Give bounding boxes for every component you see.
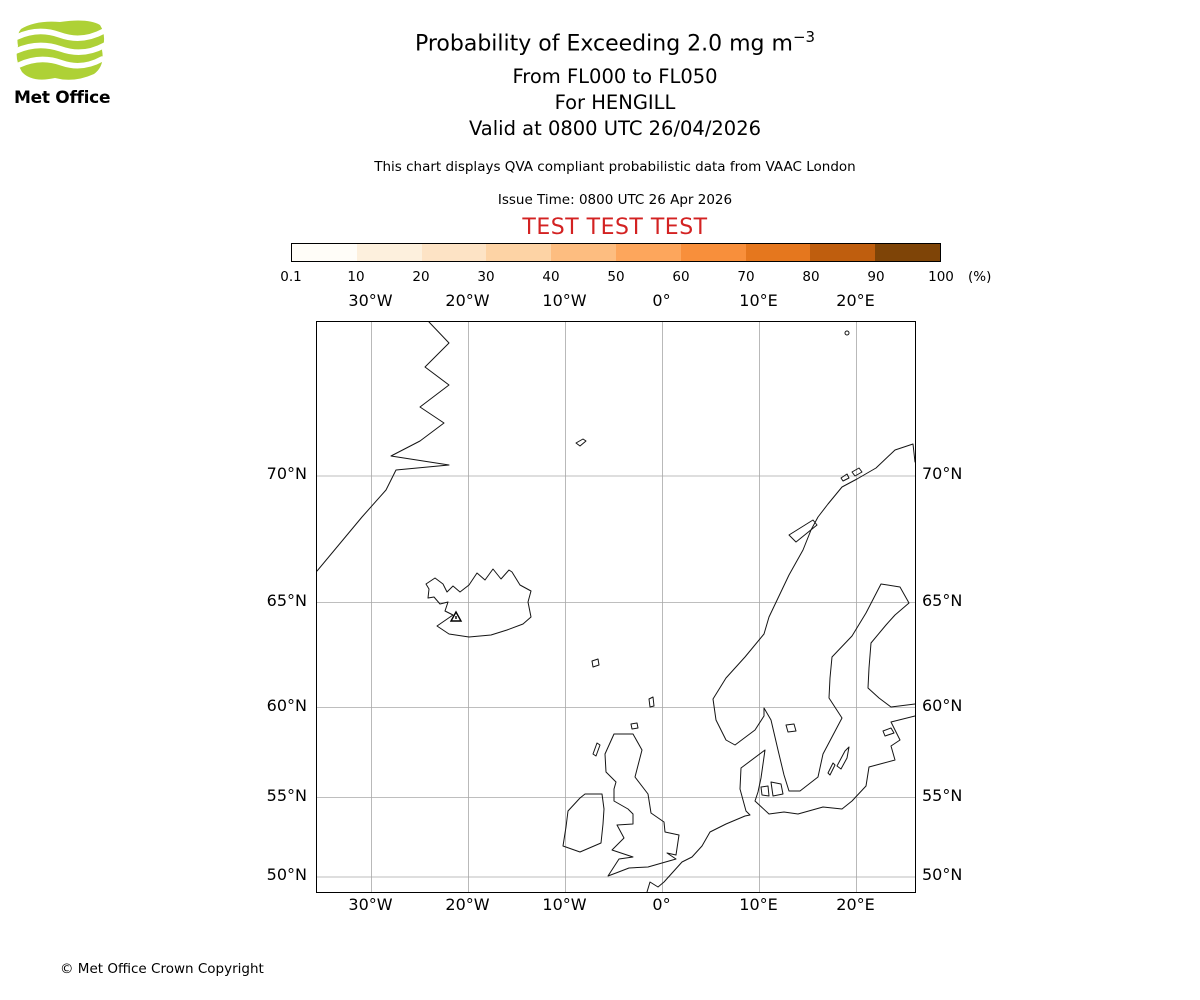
coastline-kvaloya — [840, 473, 850, 482]
lat-label-right: 65°N — [922, 590, 963, 610]
lon-label-top: 10°W — [542, 291, 587, 310]
colorbar-segment — [615, 244, 681, 261]
subtitle-volcano: For HENGILL — [554, 91, 676, 114]
coastline-scandinavia — [712, 443, 916, 792]
colorbar-tick-label: 70 — [737, 269, 755, 285]
coastlines — [316, 321, 916, 893]
lat-label-right: 50°N — [922, 865, 963, 884]
coastline-hebrides — [592, 742, 601, 757]
lat-label-right: 55°N — [922, 785, 963, 805]
colorbar-tick-label: 50 — [607, 269, 625, 285]
lon-label-top: 10°E — [739, 291, 778, 310]
colorbar-ticks: 0.1 10 20 30 40 50 60 70 80 90 100 — [280, 269, 954, 287]
coastline-senja — [851, 467, 863, 477]
colorbar-segment — [292, 244, 357, 261]
coastline-saaremaa — [882, 727, 895, 737]
colorbar-tick-label: 40 — [542, 269, 560, 285]
colorbar-tick-label: 100 — [928, 269, 954, 285]
coastline-shetland — [648, 696, 655, 708]
lat-label-left: 70°N — [266, 464, 307, 483]
colorbar — [291, 243, 941, 262]
colorbar-tick-label: 90 — [867, 269, 885, 285]
colorbar-segment — [356, 244, 422, 261]
colorbar-segment — [810, 244, 876, 261]
lon-label-bottom: 10°W — [542, 895, 587, 914]
lat-label-left: 50°N — [266, 865, 307, 884]
lon-label-bottom: 10°E — [739, 895, 778, 914]
colorbar-tick-label: 20 — [412, 269, 430, 285]
lat-label-left: 60°N — [266, 695, 307, 715]
qva-description: This chart displays QVA compliant probab… — [374, 159, 856, 175]
coastline-iceland — [425, 568, 532, 638]
page-title: Probability of Exceeding 2.0 mg m−3 — [30, 28, 1200, 56]
lon-label-bottom: 30°W — [348, 895, 393, 914]
map-frame — [316, 321, 916, 893]
lon-label-bottom: 20°E — [836, 895, 875, 914]
colorbar-unit-label: (%) — [968, 269, 992, 285]
coastline-zealand — [770, 781, 784, 797]
colorbar-tick-label: 0.1 — [280, 269, 302, 285]
page-title-superscript: −3 — [792, 28, 815, 46]
copyright-notice: © Met Office Crown Copyright — [60, 961, 264, 977]
lon-label-top: 30°W — [348, 291, 393, 310]
lon-label-bottom: 20°W — [445, 895, 490, 914]
met-office-logo-icon — [13, 20, 108, 80]
test-banner: TEST TEST TEST — [522, 215, 708, 240]
subtitle-valid-time: Valid at 0800 UTC 26/04/2026 — [468, 117, 762, 140]
lat-label-right: 70°N — [922, 464, 963, 483]
colorbar-tick-label: 80 — [802, 269, 820, 285]
subtitle-flight-levels: From FL000 to FL050 — [512, 65, 718, 88]
colorbar-segment — [745, 244, 811, 261]
colorbar-tick-label: 10 — [347, 269, 365, 285]
grid-lines — [317, 322, 915, 892]
colorbar-segment — [551, 244, 616, 261]
colorbar-segment — [486, 244, 552, 261]
lat-label-right: 60°N — [922, 695, 963, 715]
lon-label-top: 0° — [652, 291, 671, 310]
coastline-bear-island — [844, 330, 850, 336]
coastline-great-britain — [604, 733, 680, 877]
lat-label-left: 55°N — [266, 785, 307, 805]
map-canvas — [316, 321, 916, 893]
met-office-logo: Met Office — [13, 18, 124, 108]
coastline-gotland — [836, 746, 850, 770]
coastline-orkney — [630, 722, 639, 730]
coastline-jan-mayen — [575, 438, 587, 447]
colorbar-segment — [875, 244, 940, 261]
coastline-greenland — [316, 321, 450, 572]
coastline-faroe — [591, 658, 600, 668]
lon-label-top: 20°W — [445, 291, 490, 310]
lat-label-left: 65°N — [266, 590, 307, 610]
colorbar-segment — [680, 244, 746, 261]
page-title-main: Probability of Exceeding 2.0 mg m — [414, 31, 793, 57]
colorbar-segment — [421, 244, 487, 261]
lon-label-top: 20°E — [836, 291, 875, 310]
coastline-funen — [760, 785, 770, 797]
coastline-oland — [827, 762, 836, 776]
coastline-lofoten — [788, 519, 818, 543]
volcano-marker-icon — [449, 610, 463, 622]
logo-wordmark: Met Office — [14, 88, 111, 108]
coastline-baltic-continent — [646, 715, 916, 893]
issue-time: Issue Time: 0800 UTC 26 Apr 2026 — [497, 192, 733, 208]
colorbar-tick-label: 30 — [477, 269, 495, 285]
colorbar-tick-label: 60 — [672, 269, 690, 285]
coastline-ireland — [562, 793, 605, 853]
lon-label-bottom: 0° — [652, 895, 671, 914]
lake-vanern — [785, 723, 797, 733]
